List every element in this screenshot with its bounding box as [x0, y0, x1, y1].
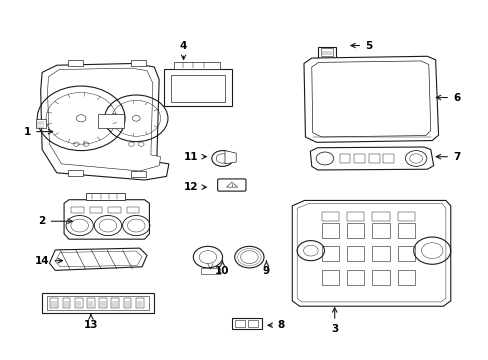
- Text: 10: 10: [215, 261, 229, 276]
- Bar: [321, 246, 338, 261]
- Polygon shape: [64, 200, 149, 239]
- Bar: [108, 207, 121, 213]
- Bar: [200, 268, 220, 274]
- Bar: [339, 154, 349, 163]
- Text: 1: 1: [24, 127, 53, 136]
- Bar: [127, 207, 139, 213]
- Bar: [346, 223, 364, 238]
- Bar: [317, 46, 335, 58]
- Bar: [131, 59, 146, 66]
- Bar: [232, 318, 261, 329]
- Text: 6: 6: [435, 93, 459, 103]
- Bar: [111, 298, 119, 308]
- Text: 13: 13: [83, 315, 98, 330]
- Bar: [47, 296, 149, 310]
- Polygon shape: [224, 150, 236, 164]
- Text: 4: 4: [180, 41, 187, 59]
- Bar: [371, 223, 389, 238]
- Bar: [62, 298, 70, 308]
- Bar: [36, 119, 45, 128]
- Bar: [397, 246, 414, 261]
- Bar: [346, 212, 364, 221]
- Bar: [90, 207, 102, 213]
- Bar: [321, 270, 338, 285]
- Bar: [171, 75, 224, 102]
- Bar: [320, 48, 332, 56]
- Bar: [99, 298, 107, 308]
- Text: 2: 2: [39, 216, 72, 226]
- FancyBboxPatch shape: [217, 179, 245, 191]
- Bar: [371, 212, 389, 221]
- Bar: [163, 69, 232, 107]
- Text: 3: 3: [330, 308, 338, 334]
- Text: 9: 9: [263, 261, 269, 276]
- Bar: [87, 298, 95, 308]
- Bar: [42, 293, 154, 313]
- Bar: [50, 298, 58, 308]
- Bar: [353, 154, 364, 163]
- Bar: [371, 246, 389, 261]
- Bar: [397, 270, 414, 285]
- Bar: [98, 114, 123, 128]
- Text: 7: 7: [435, 152, 459, 162]
- Text: 8: 8: [267, 320, 284, 330]
- Polygon shape: [310, 147, 433, 170]
- Bar: [68, 59, 82, 66]
- Bar: [321, 212, 338, 221]
- Bar: [136, 298, 143, 308]
- Polygon shape: [311, 61, 430, 137]
- Polygon shape: [292, 201, 450, 306]
- Bar: [346, 270, 364, 285]
- Bar: [248, 320, 258, 327]
- Bar: [131, 171, 146, 177]
- Polygon shape: [47, 68, 160, 171]
- Bar: [368, 154, 379, 163]
- Bar: [346, 246, 364, 261]
- Text: 12: 12: [183, 182, 206, 192]
- Bar: [173, 62, 220, 69]
- Bar: [321, 223, 338, 238]
- Text: 14: 14: [35, 256, 62, 266]
- Bar: [71, 207, 83, 213]
- Polygon shape: [304, 56, 438, 142]
- Bar: [383, 154, 393, 163]
- Bar: [235, 320, 244, 327]
- Bar: [371, 270, 389, 285]
- Polygon shape: [41, 63, 168, 180]
- Bar: [68, 170, 82, 176]
- Bar: [123, 298, 131, 308]
- Text: 5: 5: [350, 41, 372, 50]
- Text: 11: 11: [183, 152, 206, 162]
- Bar: [75, 298, 82, 308]
- Bar: [397, 212, 414, 221]
- Bar: [397, 223, 414, 238]
- Polygon shape: [49, 248, 147, 270]
- Bar: [86, 193, 125, 200]
